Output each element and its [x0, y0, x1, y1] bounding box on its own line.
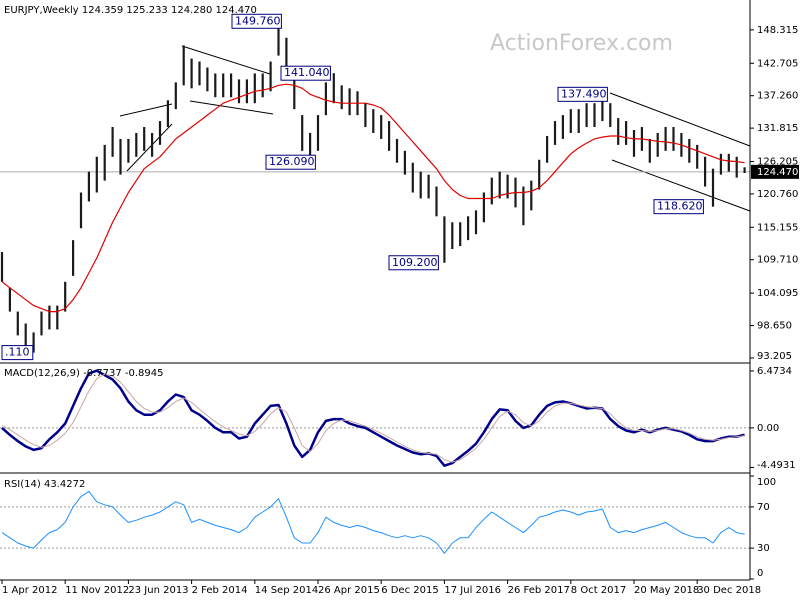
x-tick-label: 1 Apr 2012	[2, 585, 57, 596]
x-tick-label: 23 Jun 2013	[128, 585, 188, 596]
annotation-box	[1, 345, 34, 361]
y-tick-label: 120.760	[757, 189, 798, 200]
watermark: ActionForex.com	[490, 31, 673, 56]
annotation-label: 118.620	[657, 200, 703, 213]
annotation-label: 137.490	[561, 87, 607, 100]
x-tick-label: 26 Apr 2015	[318, 585, 380, 596]
x-tick-label: 8 Oct 2017	[571, 585, 626, 596]
y-tick-label: 109.710	[757, 255, 798, 266]
annotation-label: 141.040	[284, 66, 330, 79]
trend-line	[119, 103, 173, 117]
x-tick-label: 14 Sep 2014	[255, 585, 318, 596]
y-tick-label: 104.095	[757, 288, 798, 299]
trend-line	[189, 100, 274, 115]
y-tick-label: -4.4931	[757, 460, 796, 471]
y-tick-label: 142.705	[757, 58, 798, 69]
last-price-box	[751, 164, 799, 179]
last-price-label: 124.470	[757, 167, 798, 178]
annotation-box	[231, 13, 282, 29]
trend-line	[611, 159, 751, 212]
y-tick-label: 93.205	[757, 351, 792, 362]
y-tick-label: 148.315	[757, 25, 798, 36]
annotation-label: .110	[5, 346, 30, 359]
annotation-box	[653, 199, 704, 215]
trend-line	[609, 92, 751, 147]
annotation-label: 109.200	[392, 256, 438, 269]
y-tick-label: 0.00	[757, 423, 779, 434]
annotation-label: 149.760	[235, 14, 281, 27]
x-tick-label: 20 May 2018	[634, 585, 699, 596]
moving-average	[1, 83, 745, 313]
y-tick-label: 70	[757, 502, 770, 513]
rsi-title: RSI(14) 43.4272	[4, 479, 85, 490]
annotation-box	[265, 154, 316, 170]
y-tick-label: 0	[757, 568, 763, 579]
trend-line	[181, 45, 271, 75]
y-tick-label: 98.650	[757, 321, 792, 332]
annotation-box	[388, 255, 439, 271]
chart-title: EURJPY,Weekly 124.359 125.233 124.280 12…	[4, 5, 257, 16]
x-tick-label: 6 Dec 2015	[381, 585, 439, 596]
x-tick-label: 17 Jul 2016	[444, 585, 501, 596]
indicator-line	[1, 369, 745, 467]
indicator-line	[1, 490, 745, 554]
annotation-label: 126.090	[269, 155, 315, 168]
y-tick-label: 126.205	[757, 157, 798, 168]
y-tick-label: 30	[757, 543, 770, 554]
x-tick-label: 2 Feb 2014	[192, 585, 248, 596]
trend-line	[126, 123, 173, 172]
y-tick-label: 100	[757, 477, 776, 488]
plot-layer	[0, 21, 750, 554]
annotation-box	[280, 65, 331, 81]
y-tick-label: 115.155	[757, 222, 798, 233]
x-tick-label: 30 Dec 2018	[697, 585, 761, 596]
annotation-box	[557, 86, 608, 102]
y-tick-label: 137.260	[757, 91, 798, 102]
x-tick-label: 26 Feb 2017	[508, 585, 570, 596]
x-tick-label: 11 Nov 2012	[65, 585, 129, 596]
macd-title: MACD(12,26,9) -0.7737 -0.8945	[4, 368, 164, 379]
y-tick-label: 131.815	[757, 123, 798, 134]
y-tick-label: 6.4734	[757, 366, 792, 377]
indicator-line	[1, 373, 745, 463]
